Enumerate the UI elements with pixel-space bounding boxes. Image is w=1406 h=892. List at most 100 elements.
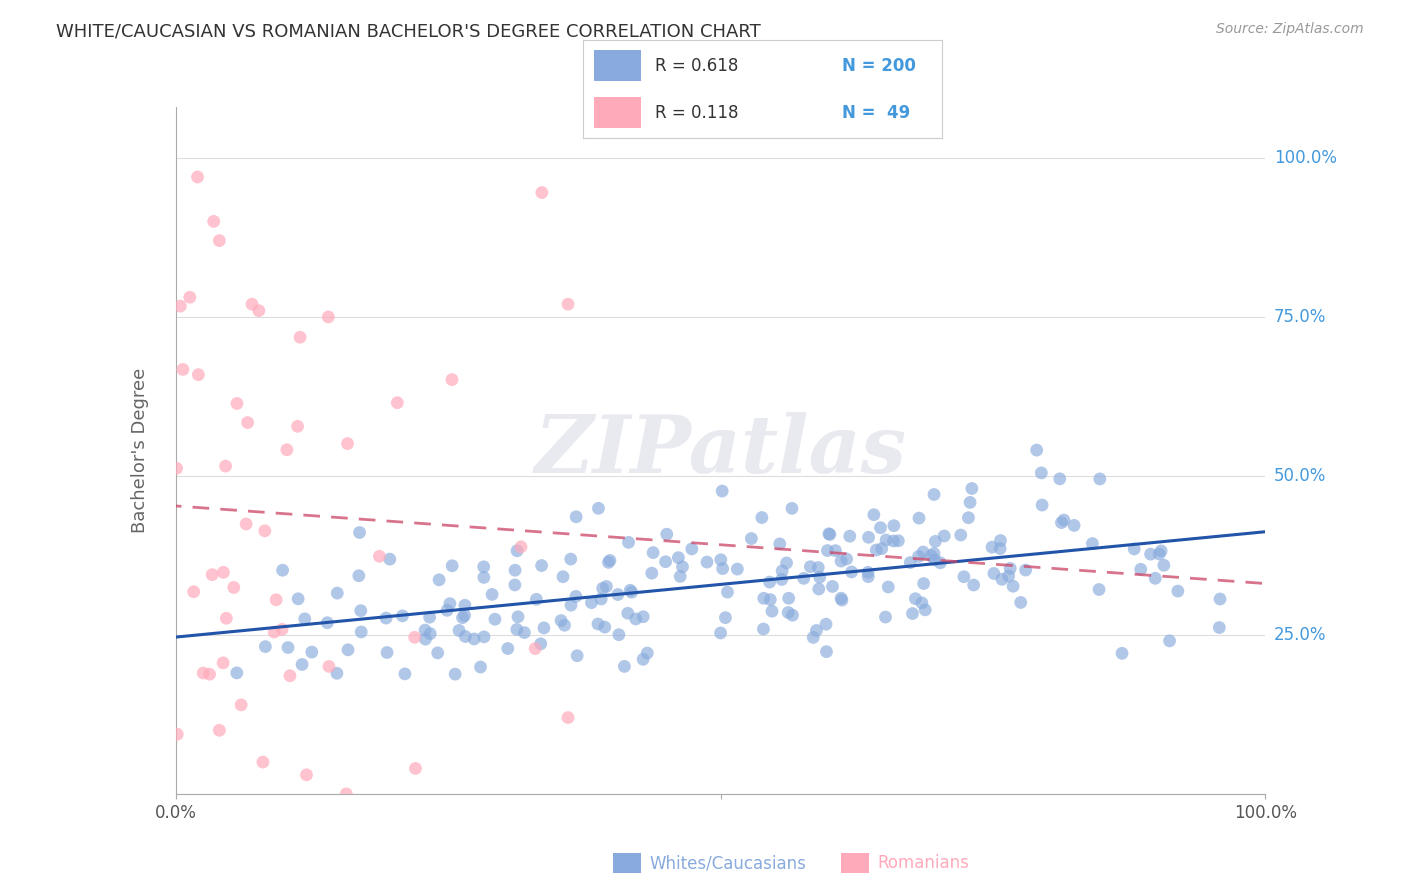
Point: [287, 419, 309, 434]
Point: [641, 566, 664, 581]
Point: [506, 623, 529, 637]
Point: [581, 596, 603, 610]
Point: [1129, 562, 1152, 576]
Point: [287, 591, 309, 606]
Point: [172, 362, 194, 376]
Point: [681, 541, 703, 556]
Point: [904, 591, 927, 606]
Bar: [613, 854, 641, 873]
Point: [214, 459, 236, 474]
Point: [454, 630, 477, 644]
Point: [550, 614, 572, 628]
Bar: [595, 50, 641, 81]
Point: [838, 529, 860, 543]
Point: [619, 583, 641, 598]
Point: [908, 511, 931, 525]
Point: [654, 555, 676, 569]
Point: [669, 569, 692, 583]
Point: [858, 570, 880, 584]
Text: Source: ZipAtlas.com: Source: ZipAtlas.com: [1216, 22, 1364, 37]
Point: [770, 564, 793, 578]
Point: [806, 624, 828, 638]
Point: [404, 630, 426, 644]
Point: [901, 607, 924, 621]
Point: [617, 606, 640, 620]
Point: [557, 297, 579, 311]
Point: [782, 608, 804, 623]
Point: [835, 552, 858, 566]
Point: [472, 570, 495, 584]
Point: [983, 566, 1005, 581]
Point: [759, 592, 782, 607]
Point: [496, 641, 519, 656]
Point: [865, 543, 887, 558]
Point: [391, 608, 413, 623]
Point: [988, 541, 1011, 556]
Point: [981, 540, 1004, 554]
Point: [506, 609, 529, 624]
Point: [503, 578, 526, 592]
Point: [758, 575, 780, 590]
Point: [560, 598, 582, 612]
Point: [444, 667, 467, 681]
Text: N =  49: N = 49: [842, 103, 910, 121]
Point: [863, 508, 886, 522]
Point: [169, 299, 191, 313]
Point: [671, 559, 693, 574]
Point: [830, 554, 852, 568]
Point: [793, 571, 815, 585]
Point: [761, 604, 783, 618]
Point: [294, 612, 316, 626]
Point: [350, 604, 373, 618]
Bar: [595, 97, 641, 128]
Point: [530, 186, 553, 200]
Point: [914, 603, 936, 617]
Point: [666, 550, 689, 565]
Point: [592, 582, 614, 596]
Point: [1025, 443, 1047, 458]
Point: [595, 579, 617, 593]
Point: [524, 641, 547, 656]
Point: [831, 593, 853, 607]
Point: [530, 637, 553, 651]
Point: [882, 533, 904, 548]
Point: [510, 540, 533, 554]
Point: [957, 510, 980, 524]
Point: [1139, 547, 1161, 561]
Point: [186, 169, 209, 184]
Point: [1014, 563, 1036, 577]
Point: [565, 590, 588, 604]
Point: [1088, 472, 1111, 486]
Point: [870, 541, 893, 556]
Point: [225, 665, 247, 680]
Point: [557, 710, 579, 724]
Point: [591, 592, 613, 607]
Point: [326, 666, 349, 681]
Point: [231, 698, 253, 712]
Point: [778, 606, 800, 620]
Point: [818, 527, 841, 541]
Point: [530, 558, 553, 573]
Point: [212, 566, 235, 580]
Point: [506, 543, 529, 558]
Bar: [841, 854, 869, 873]
Point: [193, 665, 215, 680]
Point: [463, 632, 485, 646]
Point: [1049, 472, 1071, 486]
Point: [778, 591, 800, 606]
Point: [253, 524, 276, 538]
Text: Whites/Caucasians: Whites/Caucasians: [650, 855, 807, 872]
Point: [208, 234, 231, 248]
Point: [318, 659, 340, 673]
Text: 50.0%: 50.0%: [1274, 467, 1326, 485]
Point: [912, 545, 935, 559]
Point: [586, 617, 609, 632]
Point: [751, 510, 773, 524]
Point: [254, 640, 277, 654]
Point: [472, 559, 495, 574]
Point: [1123, 541, 1146, 556]
Point: [513, 625, 536, 640]
Point: [1031, 498, 1053, 512]
Point: [912, 576, 935, 591]
Point: [817, 543, 839, 558]
